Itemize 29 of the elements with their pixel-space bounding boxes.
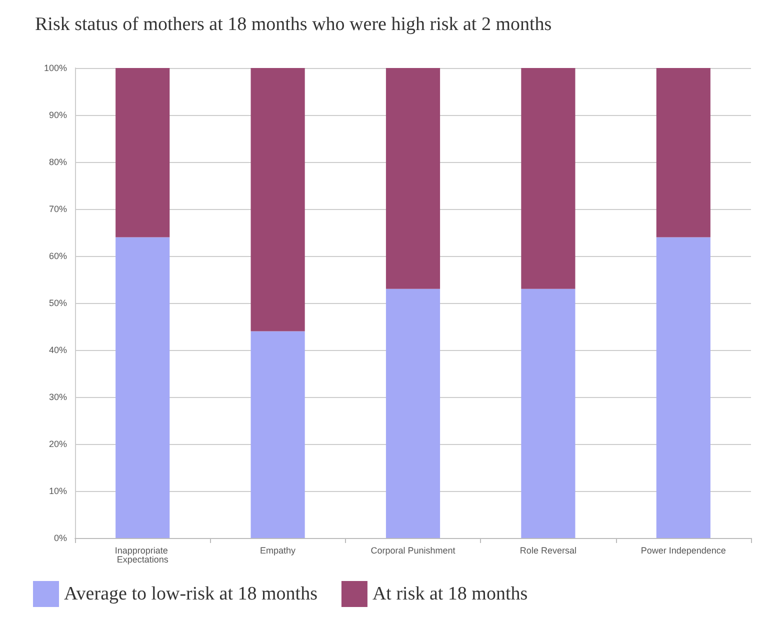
x-tick-label: Role Reversal [520, 546, 576, 556]
bar [656, 68, 710, 238]
y-tick-label: 60% [48, 251, 67, 261]
y-tick-label: 0% [54, 533, 67, 543]
x-tick-label: Corporal Punishment [370, 546, 456, 556]
bar [386, 68, 440, 289]
y-tick-label: 100% [44, 63, 67, 73]
x-tick-label: Power Independence [640, 546, 726, 556]
bar [250, 331, 305, 538]
x-tick-label: Inappropriate Expectations [114, 546, 170, 564]
y-tick-label: 70% [48, 204, 67, 214]
bar [116, 68, 170, 238]
y-tick-label: 40% [48, 345, 67, 355]
legend-label: Average to low-risk at 18 months [64, 584, 318, 604]
y-tick-label: 50% [48, 298, 67, 308]
x-tick-label: Empathy [260, 546, 296, 556]
y-tick-label: 10% [48, 486, 67, 496]
bar [386, 288, 440, 538]
y-tick-label: 90% [48, 110, 67, 120]
bar [116, 237, 170, 538]
y-tick-label: 20% [48, 439, 67, 449]
bar [250, 68, 305, 332]
bar [521, 288, 576, 538]
y-tick-label: 80% [48, 157, 67, 167]
chart-title: Risk status of mothers at 18 months who were high risk at 2 months [35, 14, 552, 35]
y-tick-label: 30% [48, 392, 67, 402]
legend-label: At risk at 18 months [372, 584, 528, 604]
bar [656, 237, 710, 538]
bar [521, 68, 576, 289]
